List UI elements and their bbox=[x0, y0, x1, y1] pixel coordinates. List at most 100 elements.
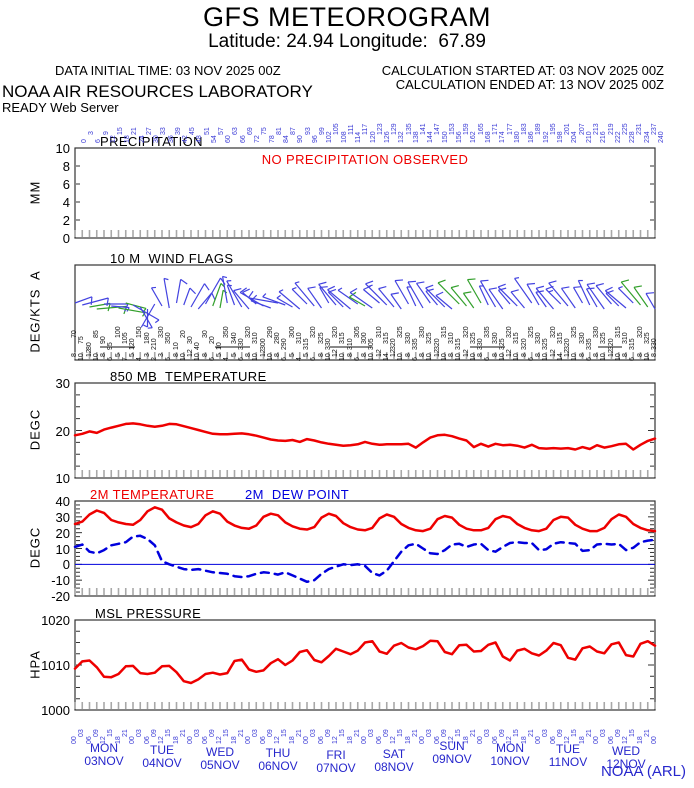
wind-speed-value: 2 bbox=[150, 357, 158, 361]
y-tick-label: 6 bbox=[62, 177, 70, 192]
hour-of-day-label: 00 bbox=[245, 736, 252, 744]
forecast-hour-label: 75 bbox=[261, 127, 269, 135]
forecast-hour-label: 18 bbox=[124, 135, 132, 143]
wind-direction-value: 10 bbox=[172, 342, 180, 350]
y-tick-label: 1020 bbox=[41, 613, 70, 628]
wind-speed-value: 7 bbox=[121, 357, 129, 361]
hour-of-day-label: 18 bbox=[230, 736, 238, 744]
hour-of-day-label: 00 bbox=[187, 736, 194, 744]
forecast-hour-label: 27 bbox=[145, 127, 153, 135]
forecast-hour-label: 54 bbox=[210, 135, 218, 143]
hour-of-day-label: 00 bbox=[303, 736, 310, 744]
forecast-hour-label: 48 bbox=[196, 135, 204, 143]
wind-speed-value: 6 bbox=[629, 357, 637, 361]
forecast-hour-label: 42 bbox=[181, 135, 189, 143]
wind-speed-value: 6 bbox=[310, 357, 318, 361]
y-tick-label: 2 bbox=[62, 213, 70, 228]
forecast-hour-label: 30 bbox=[153, 135, 161, 143]
forecast-hour-label: 93 bbox=[304, 127, 312, 135]
y-tick-label: 1000 bbox=[41, 703, 70, 718]
wind-speed-value: 6 bbox=[411, 357, 419, 361]
day-month-label: 06NOV bbox=[258, 759, 298, 773]
date-label: FRI 07NOV bbox=[304, 749, 368, 775]
msl-panel-title: MSL PRESSURE bbox=[95, 606, 202, 621]
y-tick-label: 10 bbox=[55, 541, 70, 557]
day-month-label: 03NOV bbox=[84, 754, 124, 768]
precip-panel-title: PRECIPITATION bbox=[100, 134, 203, 149]
y-tick-label: -10 bbox=[51, 573, 70, 589]
dewpoint-panel-title: 2M DEW POINT bbox=[245, 487, 350, 502]
hour-of-day-label: 12 bbox=[390, 736, 397, 744]
forecast-hour-label: 57 bbox=[218, 127, 226, 135]
hour-of-day-label: 12 bbox=[332, 736, 339, 744]
hour-of-day-label: 18 bbox=[288, 736, 296, 744]
hour-of-day-label: 18 bbox=[346, 736, 354, 744]
wind-direction-value: 40 bbox=[194, 342, 202, 350]
weekday-label: WED bbox=[206, 745, 234, 759]
wind-speed-value: 8 bbox=[651, 353, 658, 357]
day-month-label: 11NOV bbox=[548, 755, 588, 769]
wind-direction-value: 330 bbox=[237, 338, 245, 350]
wind-direction-value: 210 bbox=[150, 338, 158, 350]
hour-of-day-label: 06 bbox=[317, 736, 325, 744]
day-month-label: 04NOV bbox=[142, 756, 182, 770]
date-label: WED 05NOV bbox=[188, 746, 252, 772]
date-label: SUN 09NOV bbox=[420, 740, 484, 766]
date-label: MON 10NOV bbox=[478, 742, 542, 768]
date-label: TUE 11NOV bbox=[536, 743, 600, 769]
day-month-label: 07NOV bbox=[316, 761, 356, 775]
forecast-hour-label: 69 bbox=[246, 127, 254, 135]
weekday-label: THU bbox=[265, 746, 291, 760]
no-precip-annotation: NO PRECIPITATION OBSERVED bbox=[261, 152, 469, 167]
lat-lon-subtitle: Latitude: 24.94 Longitude: 67.89 bbox=[208, 31, 486, 52]
calc-ended: CALCULATION ENDED AT: 13 NOV 2025 00Z bbox=[395, 77, 664, 92]
wind-speed-value: 5 bbox=[165, 357, 173, 361]
wind-speed-value: 6 bbox=[107, 357, 115, 361]
forecast-hour-label: 240 bbox=[658, 131, 665, 143]
weekday-label: SAT bbox=[382, 747, 406, 761]
wind-speed-value: 6 bbox=[527, 357, 535, 361]
forecast-hour-label: 15 bbox=[117, 127, 125, 135]
forecast-hour-label: 36 bbox=[167, 135, 175, 143]
hour-of-day-label: 18 bbox=[636, 736, 644, 744]
forecast-hour-label: 66 bbox=[239, 135, 247, 143]
forecast-hour-label: 45 bbox=[189, 127, 197, 135]
wind-speed-value: 6 bbox=[237, 357, 245, 361]
t2m-panel-title: 2M TEMPERATURE bbox=[90, 487, 215, 502]
hour-of-day-label: 06 bbox=[607, 736, 615, 744]
hour-of-day-label: 12 bbox=[216, 736, 223, 744]
weekday-label: FRI bbox=[326, 748, 346, 762]
wind-panel-title: 10 M WIND FLAGS bbox=[110, 251, 234, 266]
hour-of-day-label: 06 bbox=[201, 736, 209, 744]
forecast-hour-label: 3 bbox=[88, 131, 96, 135]
wind-direction-value: 335 bbox=[585, 338, 593, 350]
hour-of-day-label: 12 bbox=[274, 736, 281, 744]
wind-unit-label: DEG/KTS A bbox=[27, 270, 43, 353]
wind-direction-value: 290 bbox=[281, 338, 289, 350]
y-tick-label: 30 bbox=[55, 509, 70, 525]
date-label: THU 06NOV bbox=[246, 747, 310, 773]
y-tick-label: 20 bbox=[55, 423, 70, 439]
forecast-hour-label: 39 bbox=[174, 127, 182, 135]
org-name: NOAA AIR RESOURCES LABORATORY bbox=[2, 82, 313, 101]
wind-speed-value: 4 bbox=[136, 357, 144, 361]
wind-direction-value: 330 bbox=[477, 338, 484, 350]
wind-direction-value: 10 bbox=[216, 342, 223, 350]
weekday-label: WED bbox=[612, 744, 640, 758]
y-tick-label: 0 bbox=[62, 231, 70, 246]
wind-speed-value: 4 bbox=[295, 357, 303, 361]
forecast-hour-label: 33 bbox=[160, 127, 168, 135]
forecast-hour-label: 6 bbox=[95, 139, 103, 143]
wind-speed-value: 6 bbox=[484, 357, 492, 361]
y-tick-label: -20 bbox=[51, 589, 70, 604]
noaa-arl-credit: NOAA (ARL) bbox=[600, 763, 686, 780]
wind-speed-value: 4 bbox=[223, 357, 231, 361]
hour-of-day-label: 00 bbox=[361, 736, 368, 744]
y-tick-label: 30 bbox=[55, 376, 70, 391]
wind-speed-value: 6 bbox=[281, 357, 289, 361]
forecast-hour-label: 81 bbox=[275, 127, 283, 135]
forecast-hour-label: 51 bbox=[203, 127, 211, 135]
date-label: TUE 04NOV bbox=[130, 744, 194, 770]
y-tick-label: 8 bbox=[62, 159, 70, 174]
